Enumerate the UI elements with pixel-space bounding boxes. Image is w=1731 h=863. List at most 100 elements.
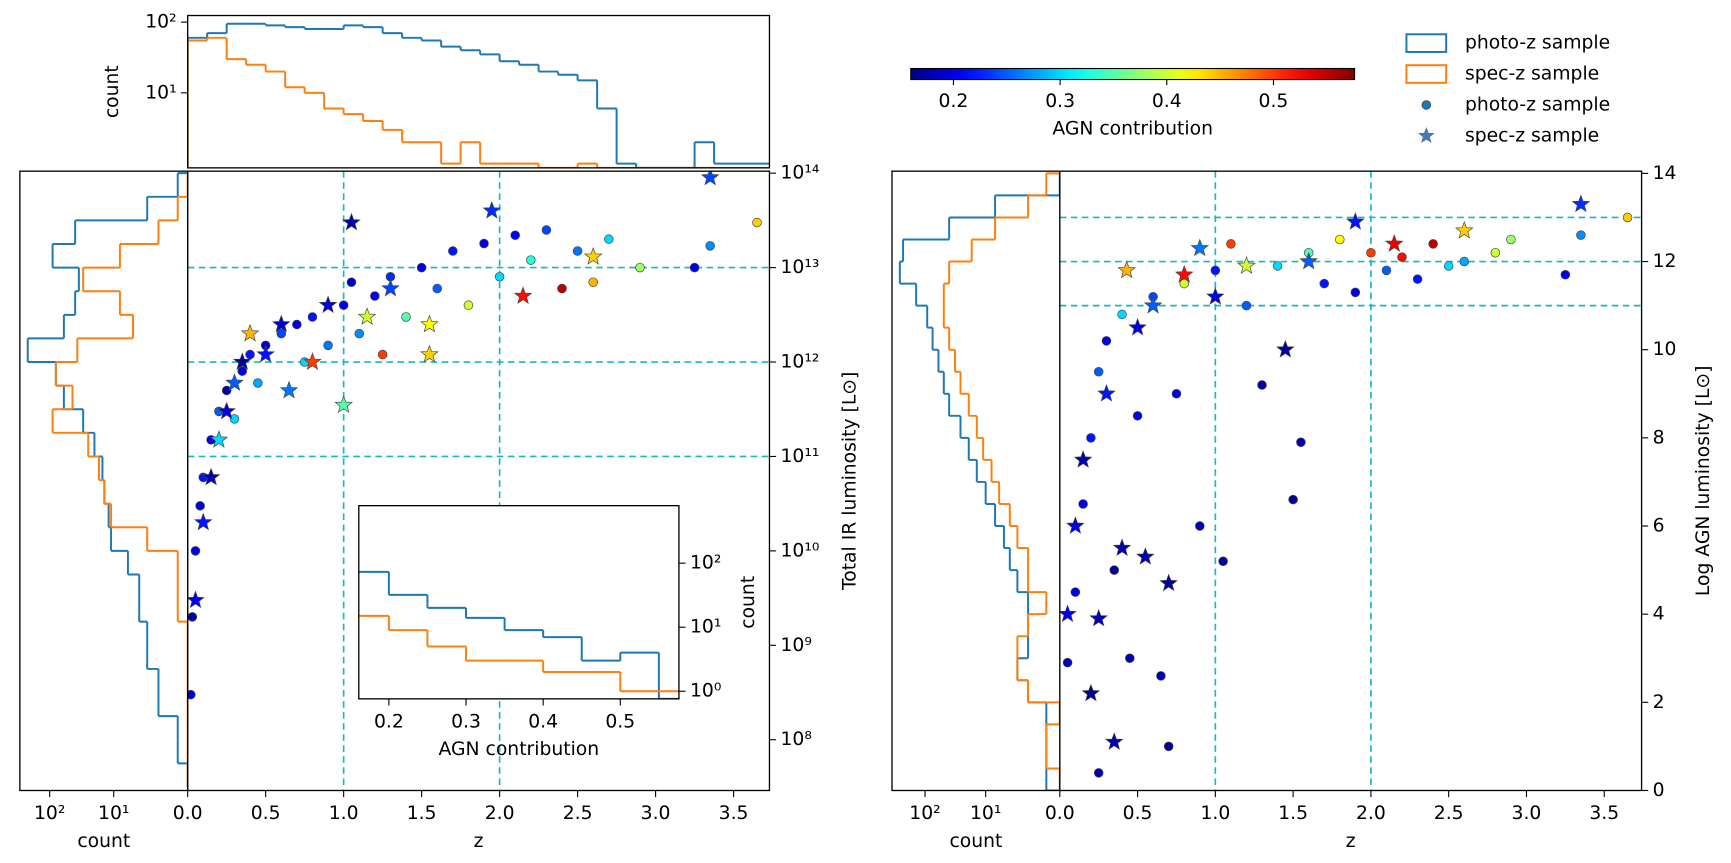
circle-point [195,501,205,511]
y-tick-label: 10⁰ [690,681,721,702]
circle-point [346,277,357,287]
circle-point [1179,278,1189,289]
legend-swatch [1417,127,1435,144]
x-tick-label: 0.5 [605,712,635,733]
circle-point [1560,270,1571,280]
circle-point [588,277,598,287]
star-point [1112,538,1132,557]
star-point [272,314,291,333]
x-tick-label: 1.0 [329,803,359,824]
star-point [1206,287,1225,305]
circle-point [1412,274,1423,284]
star-point [1190,238,1210,257]
star-point [240,323,260,342]
circle-point [1109,565,1119,575]
x-axis-label: z [1346,831,1356,852]
star-point [1104,732,1124,750]
star-point [334,395,353,414]
legend-label: photo-z sample [1465,94,1610,115]
x-tick-label: 10² [34,803,65,824]
star-point [482,200,502,219]
circle-point [1381,265,1392,276]
circle-point [187,612,198,622]
plot-background [1059,171,1642,791]
circle-point [1576,230,1586,240]
circle-point [479,238,489,249]
circle-point [1195,521,1205,531]
star-point [1346,212,1365,230]
legend-swatch [1421,100,1432,110]
star-point [193,512,213,531]
star-point [187,590,205,609]
x-tick-label: 2.0 [1356,803,1386,824]
circle-point [1319,278,1329,289]
circle-point [237,366,248,376]
circle-point [401,312,411,322]
plot-area [187,22,770,168]
circle-point [245,349,255,360]
circle-point [432,283,442,294]
plot-area [898,172,1060,791]
star-point [1384,234,1404,252]
circle-point [221,385,232,396]
circle-point [1078,499,1088,509]
y-tick-label: 10² [145,12,176,33]
circle-point [253,378,263,388]
circle-point [1062,657,1073,668]
circle-point [463,300,474,310]
star-point [201,467,221,486]
legend-label: spec-z sample [1465,125,1599,146]
colorbar-label: AGN contribution [1052,119,1213,140]
x-tick-label: 1.5 [1278,803,1308,824]
circle-point [229,414,240,424]
circle-point [377,349,388,360]
star-point [1454,220,1474,239]
star-point [420,314,439,333]
circle-point [604,234,614,244]
circle-point [1093,366,1104,377]
circle-point [1397,252,1407,262]
circle-point [541,225,552,235]
x-tick-label: 0.5 [1123,803,1153,824]
star-point [1097,383,1116,402]
circle-point [1093,768,1104,778]
circle-point [1490,247,1501,258]
circle-point [323,340,333,351]
x-tick-label: 10¹ [970,803,1001,824]
star-point [1059,604,1077,623]
star-point [583,247,603,265]
circle-point [1428,239,1438,249]
circle-point [1288,494,1298,505]
circle-point [1296,437,1306,448]
star-point [318,295,338,314]
colorbar-tick-label: 0.3 [1045,91,1075,112]
plot-area [26,172,188,787]
circle-point [1086,433,1096,443]
star-point [1276,339,1295,358]
legend-label: photo-z sample [1465,33,1610,54]
y-tick-label: 12 [1653,251,1677,272]
x-tick-label: 1.5 [407,803,437,824]
star-point [1089,608,1108,627]
star-point [1081,683,1101,702]
y-tick-label: 14 [1653,163,1677,184]
circle-point [526,255,536,265]
plot-frame [891,170,1061,792]
star-point [1571,194,1591,213]
circle-point [1366,247,1376,258]
circle-point [1257,380,1267,390]
circle-point [338,300,349,310]
circle-point [1125,653,1135,664]
star-point [1237,256,1256,274]
circle-point [1335,234,1345,245]
plot-area [187,171,770,791]
plot-background [187,15,770,168]
y-axis-label: count [738,576,759,629]
y-tick-label: 10¹ [145,82,176,103]
star-point [513,286,533,304]
y-tick-label: 10⁹ [780,635,811,656]
plot-area [1059,171,1642,791]
circle-point [370,291,380,301]
x-tick-label: 2.0 [485,803,515,824]
